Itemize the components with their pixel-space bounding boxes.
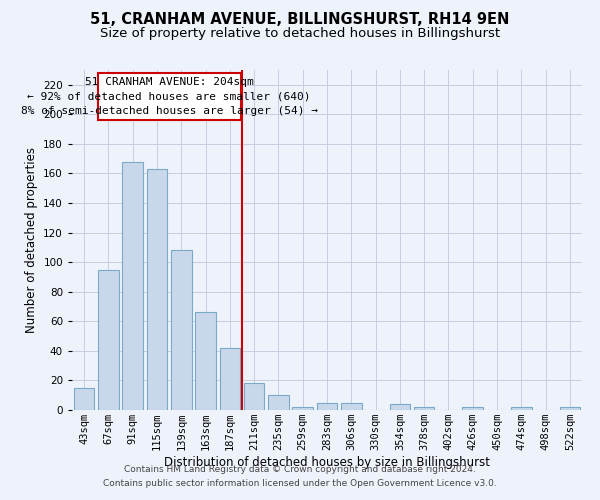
Bar — [560, 407, 580, 410]
Bar — [122, 162, 143, 410]
Bar — [97, 73, 241, 120]
Text: 51, CRANHAM AVENUE, BILLINGSHURST, RH14 9EN: 51, CRANHAM AVENUE, BILLINGSHURST, RH14 … — [91, 12, 509, 28]
Bar — [511, 407, 532, 410]
Bar — [341, 402, 362, 410]
Bar — [244, 384, 265, 410]
Bar — [220, 348, 240, 410]
Bar — [171, 250, 191, 410]
Text: 51 CRANHAM AVENUE: 204sqm
← 92% of detached houses are smaller (640)
8% of semi-: 51 CRANHAM AVENUE: 204sqm ← 92% of detac… — [20, 77, 317, 116]
Bar — [98, 270, 119, 410]
Bar — [389, 404, 410, 410]
Bar — [292, 407, 313, 410]
Text: Size of property relative to detached houses in Billingshurst: Size of property relative to detached ho… — [100, 28, 500, 40]
Bar — [317, 402, 337, 410]
Bar — [268, 395, 289, 410]
Y-axis label: Number of detached properties: Number of detached properties — [25, 147, 38, 333]
X-axis label: Distribution of detached houses by size in Billingshurst: Distribution of detached houses by size … — [164, 456, 490, 469]
Bar — [146, 169, 167, 410]
Bar — [463, 407, 483, 410]
Text: Contains HM Land Registry data © Crown copyright and database right 2024.
Contai: Contains HM Land Registry data © Crown c… — [103, 466, 497, 487]
Bar — [414, 407, 434, 410]
Bar — [195, 312, 216, 410]
Bar — [74, 388, 94, 410]
